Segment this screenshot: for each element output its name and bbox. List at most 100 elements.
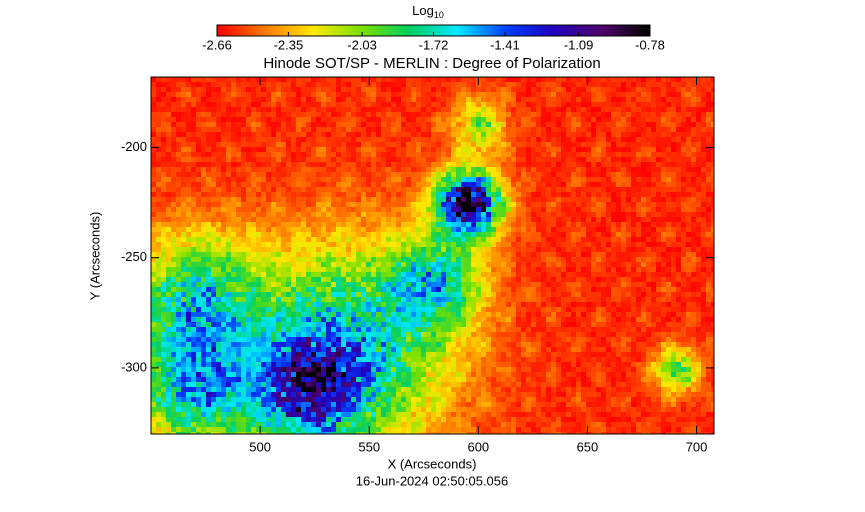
texture-cell (516, 152, 521, 157)
texture-cell (181, 187, 186, 192)
texture-cell (341, 147, 346, 152)
texture-cell (446, 112, 451, 117)
texture-cell (566, 187, 571, 192)
texture-cell (196, 107, 201, 112)
texture-cell (221, 107, 226, 112)
texture-cell (681, 262, 686, 267)
texture-cell (211, 82, 216, 87)
texture-cell (501, 242, 506, 247)
texture-cell (266, 127, 271, 132)
texture-cell (166, 242, 171, 247)
texture-cell (176, 122, 181, 127)
texture-cell (331, 107, 336, 112)
texture-cell (666, 132, 671, 137)
texture-cell (441, 202, 446, 207)
texture-cell (646, 142, 651, 147)
texture-cell (646, 82, 651, 87)
texture-cell (281, 217, 286, 222)
texture-cell (311, 112, 316, 117)
texture-cell (601, 252, 606, 257)
texture-cell (691, 87, 696, 92)
texture-cell (331, 282, 336, 287)
texture-cell (156, 112, 161, 117)
texture-cell (176, 197, 181, 202)
texture-cell (376, 192, 381, 197)
texture-cell (511, 142, 516, 147)
texture-cell (321, 177, 326, 182)
texture-cell (196, 277, 201, 282)
texture-cell (711, 242, 714, 247)
texture-cell (401, 247, 406, 252)
texture-cell (476, 232, 481, 237)
texture-cell (606, 132, 611, 137)
texture-cell (426, 197, 431, 202)
texture-cell (586, 192, 591, 197)
texture-cell (421, 122, 426, 127)
texture-cell (321, 227, 326, 232)
texture-cell (211, 97, 216, 102)
texture-cell (571, 172, 576, 177)
texture-cell (631, 82, 636, 87)
texture-cell (586, 97, 591, 102)
texture-cell (566, 82, 571, 87)
texture-cell (701, 272, 706, 277)
texture-cell (336, 282, 341, 287)
texture-cell (511, 172, 516, 177)
texture-cell (506, 127, 511, 132)
texture-cell (696, 122, 701, 127)
texture-cell (586, 162, 591, 167)
texture-cell (356, 77, 361, 82)
texture-cell (496, 92, 501, 97)
texture-cell (366, 277, 371, 282)
texture-cell (486, 272, 491, 277)
texture-cell (246, 252, 251, 257)
texture-cell (216, 107, 221, 112)
texture-cell (701, 252, 706, 257)
texture-cell (321, 132, 326, 137)
texture-cell (176, 192, 181, 197)
texture-cell (331, 227, 336, 232)
texture-cell (676, 147, 681, 152)
texture-cell (246, 282, 251, 287)
texture-cell (511, 92, 516, 97)
texture-cell (496, 182, 501, 187)
texture-cell (676, 127, 681, 132)
texture-cell (491, 242, 496, 247)
texture-cell (711, 207, 714, 212)
texture-cell (711, 77, 714, 82)
texture-cell (681, 202, 686, 207)
texture-cell (241, 282, 246, 287)
texture-cell (691, 117, 696, 122)
texture-cell (446, 117, 451, 122)
texture-cell (651, 277, 656, 282)
texture-cell (626, 167, 631, 172)
texture-cell (661, 247, 666, 252)
texture-cell (521, 212, 526, 217)
texture-cell (376, 252, 381, 257)
texture-cell (181, 267, 186, 272)
texture-cell (151, 152, 156, 157)
texture-cell (501, 192, 506, 197)
texture-cell (231, 122, 236, 127)
texture-cell (216, 157, 221, 162)
texture-cell (381, 92, 386, 97)
texture-cell (666, 177, 671, 182)
texture-cell (541, 132, 546, 137)
texture-cell (676, 122, 681, 127)
texture-cell (386, 192, 391, 197)
texture-cell (246, 207, 251, 212)
texture-cell (531, 157, 536, 162)
texture-cell (706, 267, 711, 272)
texture-cell (631, 212, 636, 217)
texture-cell (516, 82, 521, 87)
texture-cell (691, 212, 696, 217)
texture-cell (306, 272, 311, 277)
texture-cell (341, 247, 346, 252)
texture-cell (181, 152, 186, 157)
texture-cell (506, 177, 511, 182)
texture-cell (206, 167, 211, 172)
texture-cell (596, 247, 601, 252)
texture-cell (646, 207, 651, 212)
texture-cell (586, 232, 591, 237)
texture-cell (346, 202, 351, 207)
